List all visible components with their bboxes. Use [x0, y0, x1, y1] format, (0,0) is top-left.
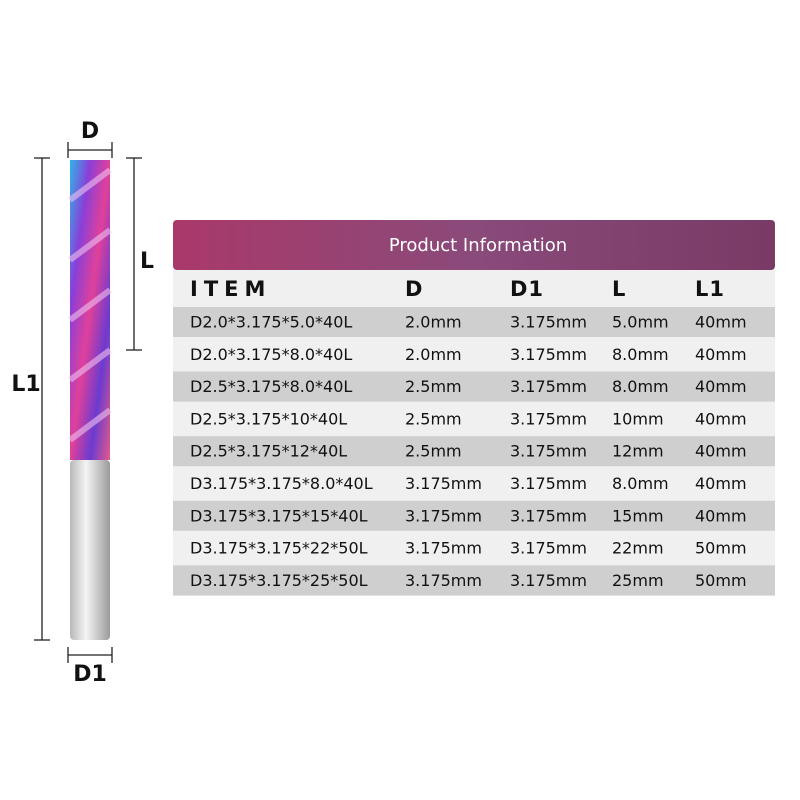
table-cell: D3.175*3.175*22*50L — [190, 539, 368, 558]
table-cell: 5.0mm — [612, 313, 669, 332]
table-cell: 8.0mm — [612, 377, 669, 396]
table-cell: 3.175mm — [510, 539, 587, 558]
table-cell: 40mm — [695, 313, 747, 332]
table-cell: 3.175mm — [510, 409, 587, 428]
table-cell: 3.175mm — [510, 313, 587, 332]
table-cell: 8.0mm — [612, 345, 669, 364]
table-cell: 40mm — [695, 442, 747, 461]
table-cell: 3.175mm — [510, 506, 587, 525]
table-cell: 3.175mm — [405, 474, 482, 493]
table-row — [173, 307, 775, 337]
table-cell: 22mm — [612, 539, 664, 558]
table-cell: 40mm — [695, 506, 747, 525]
table-cell: 2.5mm — [405, 442, 462, 461]
table-row — [173, 468, 775, 499]
table-cell: 8.0mm — [612, 474, 669, 493]
table-cell: D2.5*3.175*10*40L — [190, 409, 347, 428]
table-cell: 15mm — [612, 506, 664, 525]
table-cell: D3.175*3.175*8.0*40L — [190, 474, 373, 493]
table-cell: 12mm — [612, 442, 664, 461]
table-cell: 25mm — [612, 571, 664, 590]
column-header: D — [405, 277, 423, 301]
table-row — [173, 533, 775, 564]
table-cell: 3.175mm — [510, 377, 587, 396]
table-cell: 10mm — [612, 409, 664, 428]
table-cell: D2.5*3.175*12*40L — [190, 442, 347, 461]
table-cell: 3.175mm — [510, 474, 587, 493]
table-cell: 3.175mm — [405, 539, 482, 558]
dim-label: D — [81, 119, 99, 144]
table-cell: D2.0*3.175*8.0*40L — [190, 345, 352, 364]
table-row — [173, 436, 775, 467]
table-cell: 3.175mm — [510, 345, 587, 364]
table-cell: 2.5mm — [405, 377, 462, 396]
table-cell: 40mm — [695, 345, 747, 364]
tool — [68, 160, 112, 640]
table-cell: 40mm — [695, 409, 747, 428]
column-header: L1 — [695, 277, 725, 301]
table: ITEM D D1 L L1 D2.0*3.175*5.0*40L 2.0mm 3.175mm… — [173, 277, 775, 596]
table-row — [173, 339, 775, 370]
dimension-lines — [34, 142, 142, 663]
table-cell: D3.175*3.175*25*50L — [190, 571, 368, 590]
table-cell: 40mm — [695, 474, 747, 493]
table-cell: 2.5mm — [405, 409, 462, 428]
table-cell: D2.5*3.175*8.0*40L — [190, 377, 352, 396]
table-cell: 40mm — [695, 377, 747, 396]
table-cell: D3.175*3.175*15*40L — [190, 506, 368, 525]
table-cell: 3.175mm — [405, 506, 482, 525]
column-header: ITEM — [190, 277, 271, 301]
dim-label: D1 — [73, 662, 107, 687]
table-cell: 2.0mm — [405, 345, 462, 364]
table-header-band — [173, 220, 775, 270]
column-header: L — [612, 277, 626, 301]
table-row — [173, 565, 775, 596]
table-cell: 50mm — [695, 571, 747, 590]
dim-label: L — [140, 249, 154, 274]
table-cell: D2.0*3.175*5.0*40L — [190, 313, 352, 332]
table-cell: 2.0mm — [405, 313, 462, 332]
table-row — [173, 500, 775, 531]
column-header: D1 — [510, 277, 544, 301]
table-cell: 3.175mm — [510, 442, 587, 461]
table-cell: 50mm — [695, 539, 747, 558]
table-title: Product Information — [389, 235, 567, 256]
dim-label: L1 — [11, 372, 40, 397]
table-cell: 3.175mm — [405, 571, 482, 590]
table-cell: 3.175mm — [510, 571, 587, 590]
table-row — [173, 371, 775, 402]
table-row — [173, 403, 775, 434]
